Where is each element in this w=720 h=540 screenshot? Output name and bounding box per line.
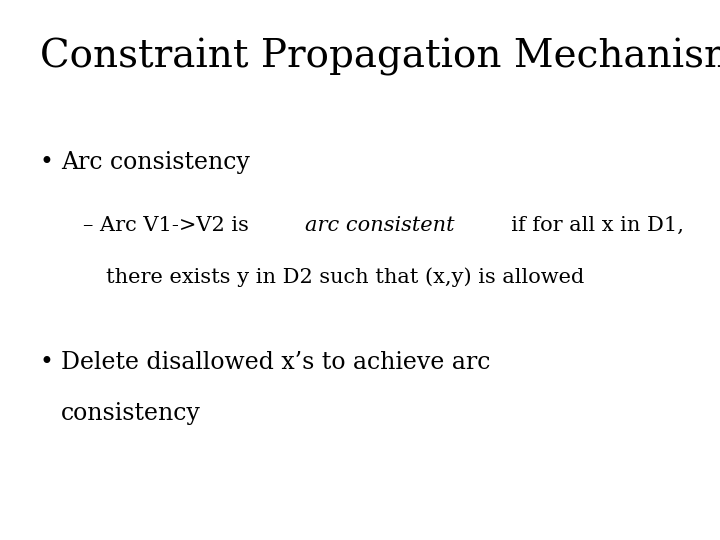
Text: if for all x in D1,: if for all x in D1,: [498, 216, 684, 235]
Text: there exists y in D2 such that (x,y) is allowed: there exists y in D2 such that (x,y) is …: [106, 267, 584, 287]
Text: Constraint Propagation Mechanism: Constraint Propagation Mechanism: [40, 38, 720, 76]
Text: Delete disallowed x’s to achieve arc: Delete disallowed x’s to achieve arc: [61, 351, 490, 374]
Text: consistency: consistency: [61, 402, 201, 426]
Text: – Arc V1->V2 is: – Arc V1->V2 is: [83, 216, 256, 235]
Text: •: •: [40, 151, 53, 174]
Text: •: •: [40, 351, 53, 374]
Text: arc consistent: arc consistent: [305, 216, 455, 235]
Text: Arc consistency: Arc consistency: [61, 151, 250, 174]
